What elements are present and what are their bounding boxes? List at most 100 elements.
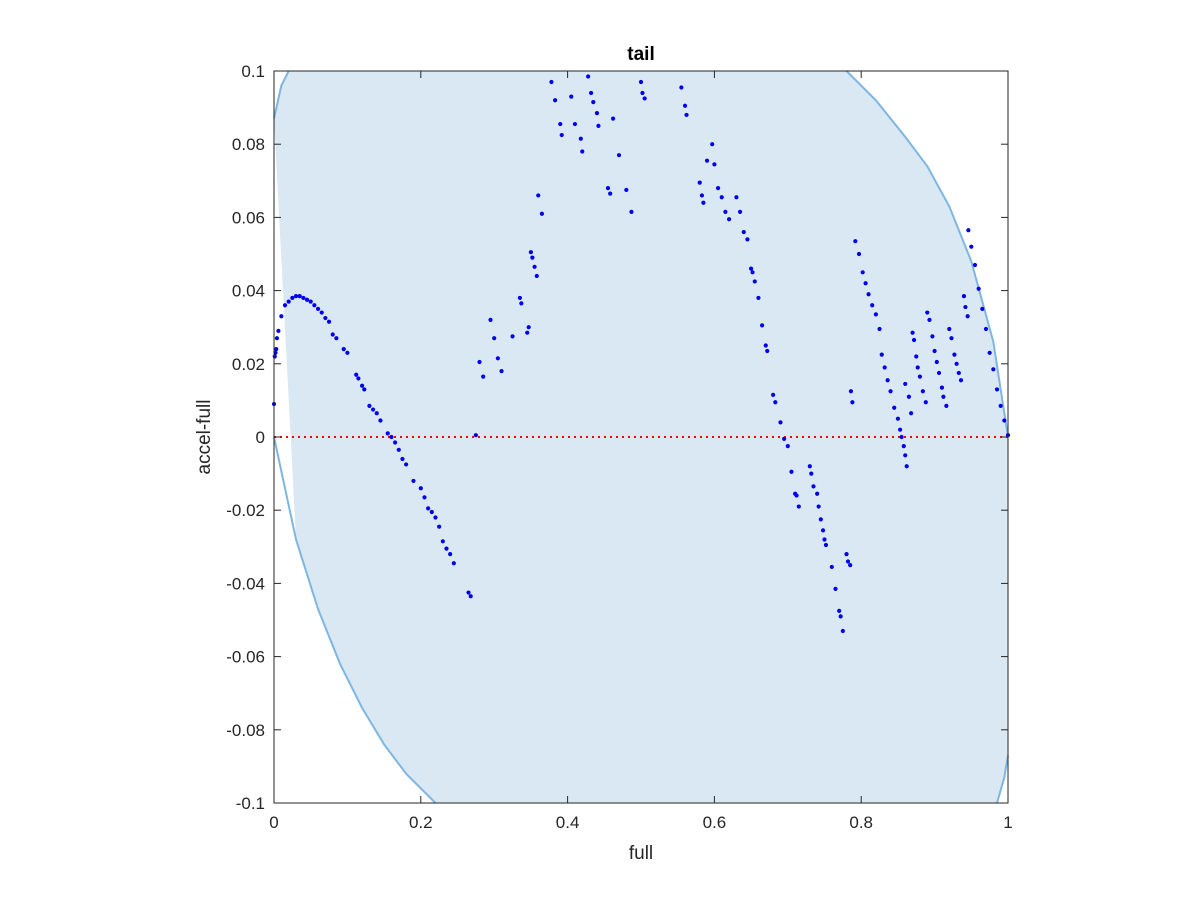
data-points-layer	[271, 74, 1011, 634]
data-point	[530, 255, 535, 260]
data-point	[723, 209, 728, 215]
data-point	[914, 354, 919, 359]
data-point	[596, 123, 601, 128]
data-point	[856, 251, 862, 257]
data-point	[517, 295, 522, 301]
data-point	[429, 509, 434, 515]
data-point	[569, 94, 574, 99]
y-tick-label: 0.02	[232, 355, 265, 374]
data-point	[272, 354, 277, 359]
data-point	[400, 456, 405, 462]
data-point	[301, 295, 306, 301]
data-point	[323, 315, 328, 321]
data-point	[473, 433, 478, 438]
data-point	[906, 394, 912, 399]
data-point	[895, 416, 901, 421]
data-point	[591, 100, 596, 105]
data-point	[466, 590, 471, 595]
data-point	[966, 228, 971, 233]
data-point	[863, 281, 868, 286]
data-point	[958, 378, 964, 383]
data-point	[909, 411, 914, 416]
x-tick-label: 0.2	[409, 813, 433, 832]
data-point	[679, 85, 684, 90]
data-point	[553, 98, 558, 103]
y-tick-label: -0.06	[226, 648, 265, 667]
data-point	[760, 323, 765, 328]
data-point	[845, 559, 851, 564]
data-point	[923, 400, 928, 405]
data-point	[811, 484, 816, 489]
data-point	[737, 209, 743, 215]
data-point	[370, 407, 376, 412]
data-point	[356, 376, 361, 381]
data-point	[882, 365, 887, 370]
data-point	[532, 264, 537, 269]
data-point	[422, 495, 427, 500]
x-tick-label: 0	[269, 813, 278, 832]
data-point	[525, 330, 530, 335]
data-point	[326, 319, 332, 324]
data-point	[315, 306, 321, 311]
data-point	[998, 403, 1003, 408]
data-point	[925, 310, 930, 315]
data-point	[818, 517, 823, 522]
data-point	[444, 546, 449, 551]
data-point	[448, 552, 453, 557]
region-boundary-upper-left	[273, 70, 290, 119]
data-point	[276, 328, 281, 333]
data-point	[956, 370, 961, 376]
data-point	[549, 79, 554, 85]
data-point	[952, 352, 957, 357]
data-point	[279, 314, 284, 319]
data-point	[829, 564, 834, 570]
data-point	[911, 337, 917, 343]
data-point	[297, 293, 302, 299]
data-point	[367, 403, 372, 408]
chart-title: tail	[627, 44, 654, 65]
data-point	[771, 392, 776, 398]
data-point	[274, 336, 280, 341]
data-point	[820, 528, 826, 533]
data-point	[374, 411, 379, 416]
data-point	[418, 486, 423, 491]
data-point	[947, 326, 952, 332]
data-point	[308, 299, 313, 304]
data-point	[682, 103, 688, 108]
data-point	[840, 628, 845, 634]
data-point	[345, 350, 350, 355]
data-point	[934, 359, 939, 365]
data-point	[1002, 418, 1007, 423]
data-point	[588, 90, 594, 96]
data-point	[290, 295, 295, 301]
data-point	[844, 552, 849, 557]
x-axis-label: full	[629, 843, 653, 864]
data-point	[983, 326, 989, 332]
data-point	[885, 378, 890, 383]
data-point	[892, 405, 897, 410]
data-point	[823, 542, 829, 548]
x-tick-label: 0.4	[556, 813, 580, 832]
region-boundary-lower-right	[996, 755, 1009, 804]
data-point	[927, 317, 932, 322]
y-tick-label: -0.08	[226, 721, 265, 740]
data-point	[932, 348, 937, 354]
data-point	[976, 286, 981, 291]
data-point	[334, 336, 339, 341]
data-point	[704, 158, 710, 163]
data-point	[930, 334, 935, 339]
data-point	[712, 162, 717, 167]
data-point	[936, 370, 942, 376]
region-boundary-lower-left	[273, 436, 437, 804]
data-point	[481, 374, 486, 379]
data-point	[378, 418, 383, 423]
data-point	[833, 586, 838, 591]
data-point	[915, 365, 920, 370]
data-point	[734, 195, 739, 200]
data-point	[954, 361, 959, 366]
data-point	[304, 297, 310, 302]
data-point	[495, 356, 500, 361]
data-point	[572, 121, 578, 127]
data-point	[765, 348, 770, 354]
data-point	[605, 186, 611, 191]
